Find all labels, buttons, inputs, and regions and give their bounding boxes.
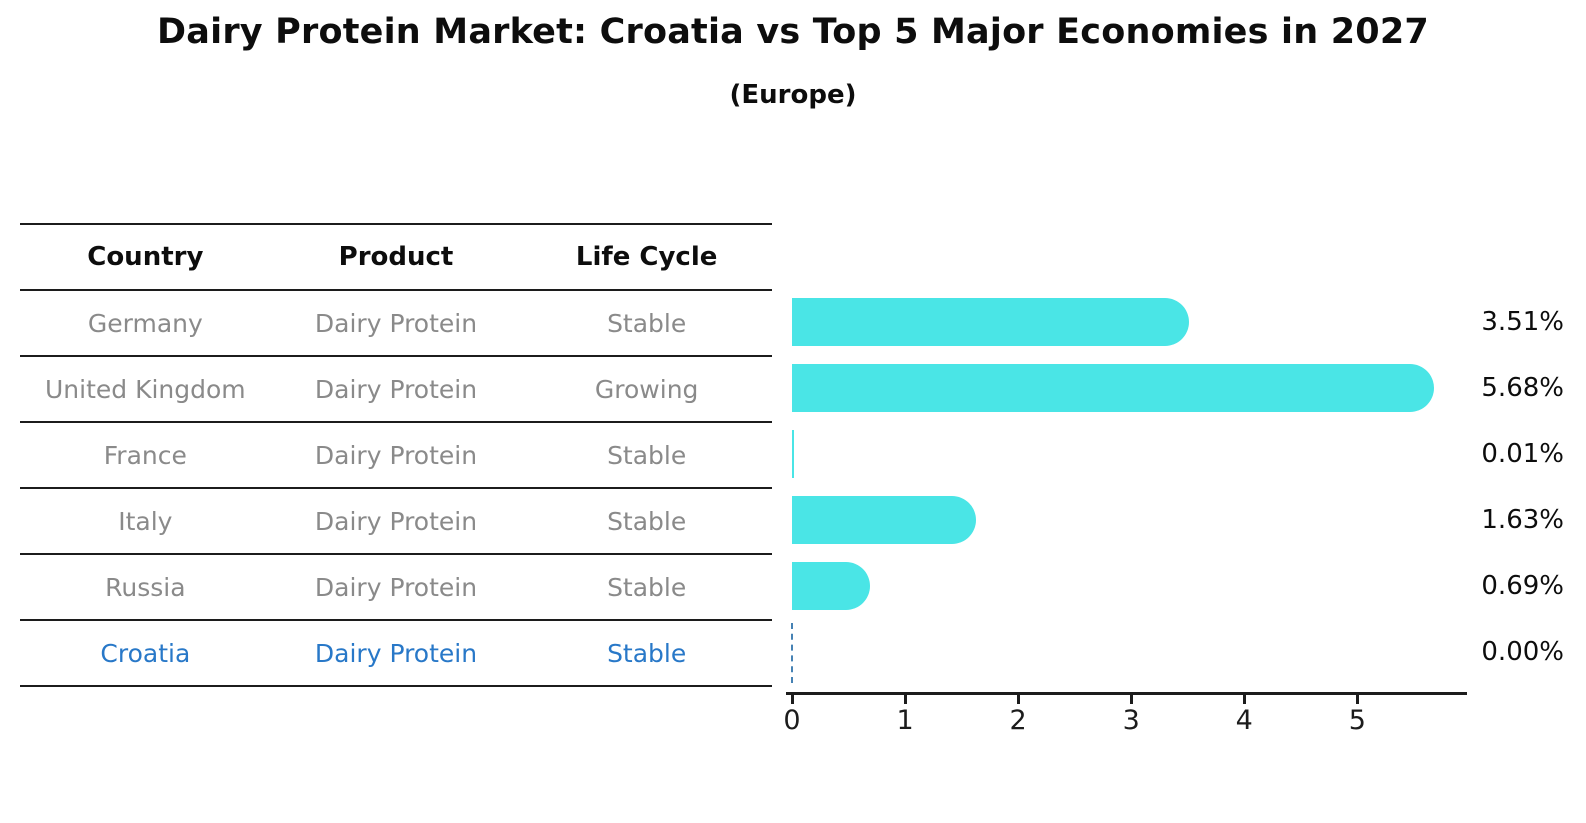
table-cell-country: Germany bbox=[87, 308, 203, 338]
bar-value-label: 0.69% bbox=[1481, 571, 1564, 601]
table-cell-country: Croatia bbox=[100, 638, 191, 668]
zero-value-marker bbox=[791, 623, 793, 683]
x-axis-tick-label: 1 bbox=[896, 705, 914, 736]
chart-subtitle: (Europe) bbox=[729, 80, 857, 110]
table-row: Croatia Dairy Protein Stable bbox=[20, 621, 772, 687]
table-cell-life-cycle: Stable bbox=[607, 506, 687, 536]
bar-value-label: 3.51% bbox=[1481, 307, 1564, 337]
column-header-country: Country bbox=[87, 242, 204, 272]
bar-value-label: 1.63% bbox=[1481, 505, 1564, 535]
bar bbox=[792, 298, 1189, 346]
bar-value-label: 5.68% bbox=[1481, 373, 1564, 403]
table-cell-country: United Kingdom bbox=[44, 374, 246, 404]
table-cell-life-cycle: Stable bbox=[607, 638, 687, 668]
table-row: Germany Dairy Protein Stable bbox=[20, 291, 772, 357]
column-header-life-cycle: Life Cycle bbox=[575, 242, 718, 272]
comparison-table: Country Product Life Cycle Germany Dairy … bbox=[20, 223, 772, 687]
bar-row bbox=[792, 553, 1467, 619]
bar bbox=[792, 430, 794, 478]
x-axis-tick bbox=[1243, 692, 1246, 704]
table-cell-life-cycle: Stable bbox=[607, 572, 687, 602]
table-cell-country: Russia bbox=[105, 572, 186, 602]
x-axis-tick bbox=[1356, 692, 1359, 704]
bar bbox=[792, 364, 1435, 412]
bar-row bbox=[792, 487, 1467, 553]
table-cell-life-cycle: Stable bbox=[607, 440, 687, 470]
x-axis-tick bbox=[1130, 692, 1133, 704]
table-cell-product: Dairy Protein bbox=[314, 308, 478, 338]
bar-row bbox=[792, 289, 1467, 355]
table-row: Italy Dairy Protein Stable bbox=[20, 489, 772, 555]
x-axis-tick-label: 2 bbox=[1009, 705, 1027, 736]
x-axis-tick-label: 5 bbox=[1348, 705, 1366, 736]
table-cell-life-cycle: Stable bbox=[607, 308, 687, 338]
table-row: France Dairy Protein Stable bbox=[20, 423, 772, 489]
x-axis-tick-label: 0 bbox=[783, 705, 801, 736]
chart-title: Dairy Protein Market: Croatia vs Top 5 M… bbox=[157, 12, 1429, 52]
table-cell-product: Dairy Protein bbox=[314, 440, 478, 470]
bar-row bbox=[792, 421, 1467, 487]
table-row: United Kingdom Dairy Protein Growing bbox=[20, 357, 772, 423]
x-axis-tick bbox=[904, 692, 907, 704]
table-cell-country: France bbox=[103, 440, 187, 470]
x-axis-line bbox=[786, 692, 1467, 695]
x-axis-tick-label: 4 bbox=[1235, 705, 1253, 736]
table-cell-product: Dairy Protein bbox=[314, 374, 478, 404]
x-axis-tick bbox=[791, 692, 794, 704]
table-cell-product: Dairy Protein bbox=[314, 506, 478, 536]
column-header-product: Product bbox=[338, 242, 454, 272]
table-cell-product: Dairy Protein bbox=[314, 638, 478, 668]
bar-value-label: 0.01% bbox=[1481, 439, 1564, 469]
table-cell-life-cycle: Growing bbox=[594, 374, 699, 404]
bar-row bbox=[792, 355, 1467, 421]
bar-row bbox=[791, 619, 1467, 685]
table-body: Germany Dairy Protein Stable United Kingdom… bbox=[20, 291, 772, 687]
bar bbox=[792, 562, 870, 610]
table-header-row: Country Product Life Cycle bbox=[20, 225, 772, 291]
x-axis-tick-label: 3 bbox=[1122, 705, 1140, 736]
bar bbox=[792, 496, 977, 544]
table-cell-country: Italy bbox=[118, 506, 173, 536]
bar-value-label: 0.00% bbox=[1481, 637, 1564, 667]
x-axis-tick bbox=[1017, 692, 1020, 704]
bar-plot bbox=[791, 289, 1467, 685]
table-cell-product: Dairy Protein bbox=[314, 572, 478, 602]
table-row: Russia Dairy Protein Stable bbox=[20, 555, 772, 621]
